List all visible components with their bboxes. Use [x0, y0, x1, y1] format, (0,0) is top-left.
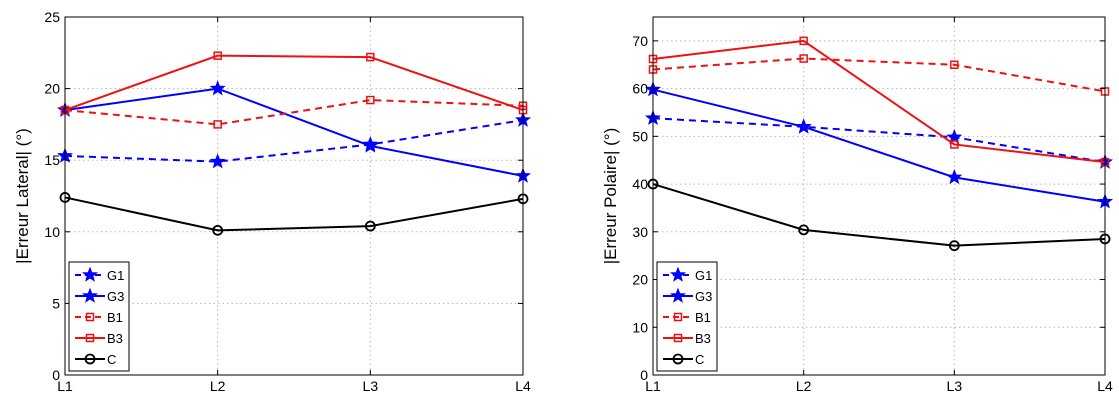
x-tick-label: L2: [796, 378, 812, 394]
y-tick-label: 40: [632, 176, 648, 192]
legend-item-c: C: [663, 352, 704, 367]
series-line-b3: [652, 39, 1106, 164]
legend-item-b3: B3: [75, 331, 123, 346]
y-tick-label: 10: [44, 224, 60, 240]
data-point-g1: [209, 153, 226, 169]
legend-marker: [673, 333, 683, 343]
legend-label: G1: [107, 268, 124, 283]
x-tick-label: L4: [1097, 378, 1113, 394]
data-point-b1: [213, 120, 222, 129]
y-axis: 0 5 10 15 20 25: [44, 9, 523, 383]
series-line-b3: [64, 54, 524, 112]
legend-marker: [670, 266, 686, 282]
x-tick-label: L1: [645, 378, 661, 394]
legend-label: G3: [107, 289, 124, 304]
data-point-c: [798, 224, 810, 236]
series-line-g1: [64, 119, 524, 163]
grid-lines: [653, 17, 1105, 375]
data-point-b3: [799, 36, 808, 46]
y-tick-label: 30: [632, 224, 648, 240]
y-tick-label: 20: [44, 81, 60, 97]
y-tick-label: 60: [632, 81, 648, 97]
legend-item-b1: B1: [663, 310, 711, 325]
legend-item-b1: B1: [75, 310, 123, 325]
chart-lateral-error: L1 L2 L3 L4 0 5 10 15 20 25 |Erreur Lateral| (°) G1…: [13, 9, 531, 394]
legend-label: G3: [695, 289, 712, 304]
data-point-c: [948, 240, 960, 252]
y-axis: 0 10 20 30 40 50 60 70: [632, 33, 1105, 383]
legend: G1 G3 B1 B3 C: [656, 261, 718, 372]
legend-label: C: [107, 352, 116, 367]
series-c: [59, 192, 529, 236]
x-tick-label: L4: [515, 378, 531, 394]
series-line-g3: [652, 88, 1106, 203]
legend-label: C: [695, 352, 704, 367]
y-tick-label: 20: [632, 272, 648, 288]
legend-item-b3: B3: [663, 331, 711, 346]
data-point-g3: [795, 118, 812, 134]
series-line-g1: [652, 117, 1106, 164]
x-tick-label: L1: [57, 378, 73, 394]
series-line-c: [64, 196, 524, 232]
series-line-g3: [64, 87, 524, 177]
axis-frame: [652, 16, 1106, 376]
y-tick-label: 15: [44, 152, 60, 168]
y-axis-title: |Erreur Polaire| (°): [601, 128, 620, 265]
data-point-b1: [366, 95, 375, 105]
legend-label: B1: [107, 310, 123, 325]
x-tick-label: L2: [210, 378, 226, 394]
legend-marker: [670, 287, 686, 303]
data-point-b1: [799, 54, 808, 63]
legend-label: G1: [695, 268, 712, 283]
axis-frame: [64, 16, 524, 376]
data-point-b1: [950, 60, 959, 69]
legend-label: B3: [695, 331, 711, 346]
y-tick-label: 10: [632, 319, 648, 335]
legend-label: B3: [107, 331, 123, 346]
data-point-b3: [213, 51, 222, 60]
y-tick-label: 25: [44, 9, 60, 25]
series-line-b1: [652, 57, 1106, 93]
y-axis-title: |Erreur Lateral| (°): [13, 128, 32, 264]
x-tick-label: L3: [947, 378, 963, 394]
series-line-c: [652, 183, 1106, 247]
legend-marker: [85, 333, 95, 343]
legend-item-g1: G1: [663, 266, 712, 283]
y-tick-label: 50: [632, 128, 648, 144]
data-point-c: [212, 224, 224, 236]
legend-marker: [672, 353, 684, 365]
legend-marker: [82, 266, 98, 282]
data-point-b3: [950, 140, 959, 149]
data-point-g3: [946, 168, 963, 185]
data-point-g3: [362, 137, 379, 153]
legend-item-g3: G3: [75, 287, 124, 304]
series-line-b1: [64, 99, 524, 126]
legend: G1 G3 B1 B3 C: [68, 261, 130, 372]
y-tick-label: 0: [640, 367, 648, 383]
legend-item-c: C: [75, 352, 116, 367]
legend-marker: [82, 287, 98, 303]
x-tick-label: L3: [363, 378, 379, 394]
legend-marker: [673, 312, 683, 322]
grid-lines: [65, 17, 523, 375]
plot-area: [65, 17, 523, 375]
legend-marker: [84, 353, 96, 365]
legend-item-g1: G1: [75, 266, 124, 283]
legend-item-g3: G3: [663, 287, 712, 304]
legend-marker: [85, 312, 95, 322]
x-axis: L1 L2 L3 L4: [645, 17, 1113, 394]
plot-area: [653, 17, 1105, 375]
data-point-c: [364, 220, 376, 232]
data-point-b3: [366, 52, 375, 62]
chart-polar-error: L1 L2 L3 L4 0 10 20 30 40 50 60 70 |Erreur Polaire| …: [601, 16, 1113, 394]
series-b1: [648, 54, 1110, 96]
y-tick-label: 0: [52, 367, 60, 383]
x-axis: L1 L2 L3 L4: [57, 17, 531, 394]
y-tick-label: 5: [52, 295, 60, 311]
y-tick-label: 70: [632, 33, 648, 49]
legend-label: B1: [695, 310, 711, 325]
data-point-g3: [209, 80, 226, 96]
